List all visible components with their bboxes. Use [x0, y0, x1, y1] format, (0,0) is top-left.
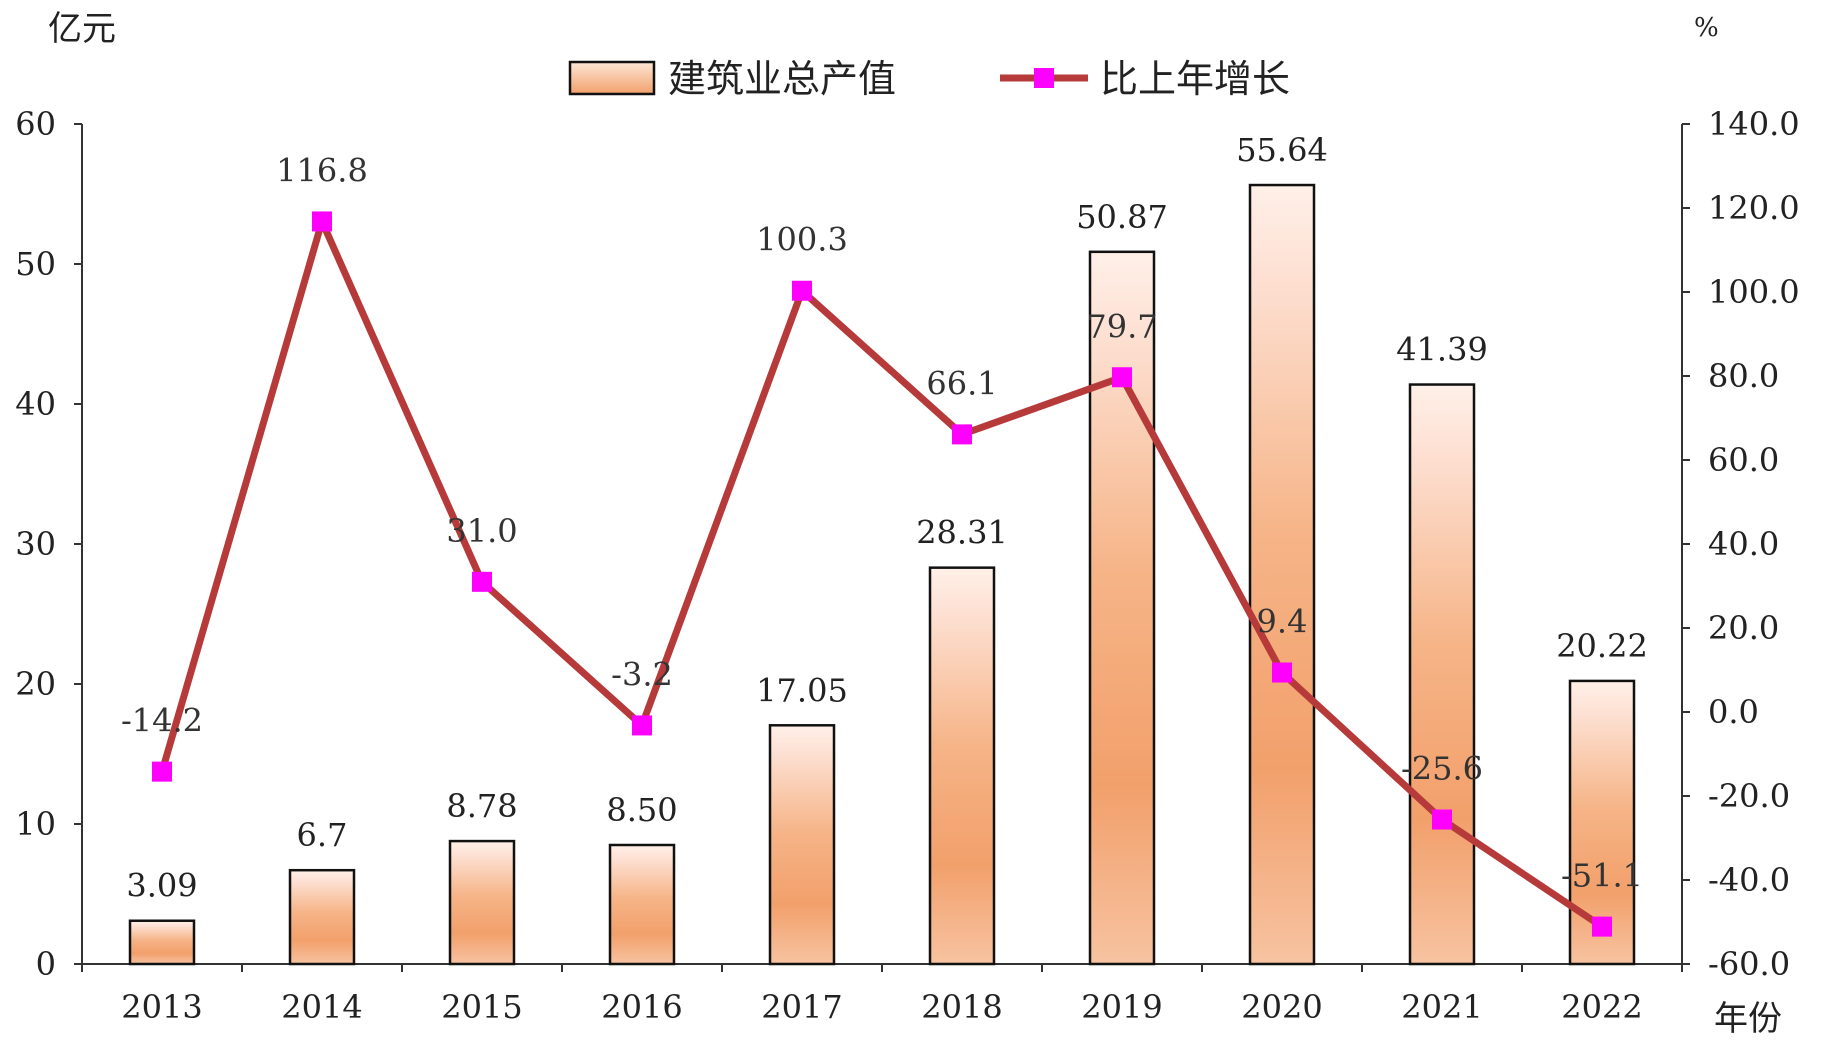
line-value-label: 116.8 [276, 151, 368, 189]
y-right-tick-label: 40.0 [1708, 525, 1779, 563]
y-left-tick-label: 50 [15, 245, 56, 283]
line-point-marker [952, 424, 972, 445]
line-value-label: 31.0 [446, 512, 517, 550]
x-tick-label: 2017 [761, 988, 842, 1026]
bar [1088, 250, 1156, 966]
line-value-label: -51.1 [1561, 857, 1643, 895]
y-left-tick-label: 60 [15, 105, 56, 143]
bar [608, 843, 676, 966]
line-value-label: 100.3 [756, 221, 848, 259]
y-left-tick-label: 10 [15, 805, 56, 843]
bar-value-label: 8.78 [446, 787, 517, 825]
bar-value-label: 55.64 [1236, 131, 1328, 169]
legend: 建筑业总产值 比上年增长 [568, 57, 1290, 101]
x-unit: 年份 [1714, 999, 1782, 1039]
bar [768, 724, 836, 966]
x-tick-label: 2022 [1561, 988, 1642, 1026]
bar-value-label: 17.05 [756, 671, 848, 709]
line-value-label: 66.1 [926, 364, 997, 402]
y-right-tick-label: -20.0 [1708, 777, 1790, 815]
line-value-label: -3.2 [611, 655, 673, 693]
line-point-marker [1432, 809, 1452, 830]
line-point-marker [632, 715, 652, 736]
y-left-tick-label: 0 [36, 945, 56, 983]
x-tick-label: 2013 [121, 988, 202, 1026]
legend-line-marker [1034, 68, 1054, 88]
x-tick-label: 2015 [441, 988, 522, 1026]
x-tick-label: 2014 [281, 988, 362, 1026]
y-right-unit: % [1694, 13, 1719, 43]
x-tick-label: 2016 [601, 988, 682, 1026]
y-right-tick-label: 80.0 [1708, 357, 1779, 395]
y-left-tick-label: 40 [15, 385, 56, 423]
line-point-marker [152, 761, 172, 782]
y-left-ticks: 0 10 20 30 40 50 60 [15, 105, 82, 983]
x-tick-label: 2020 [1241, 988, 1322, 1026]
y-right-tick-label: -40.0 [1708, 861, 1790, 899]
y-right-tick-label: 20.0 [1708, 609, 1779, 647]
line-value-label: 9.4 [1257, 603, 1308, 641]
line-point-marker [792, 280, 812, 301]
line-point-marker [1592, 916, 1612, 937]
bar [288, 868, 356, 966]
y-right-tick-label: 60.0 [1708, 441, 1779, 479]
bar-labels: 3.09 6.7 8.78 8.50 17.05 28.31 50.87 55.64 41.39… [126, 131, 1647, 905]
growth-line [158, 217, 1604, 930]
line-point-marker [1112, 367, 1132, 388]
x-ticks: 2013 2014 2015 2016 2017 2018 2019 2020 2021 2022 [81, 964, 1683, 1026]
y-left-unit: 亿元 [48, 9, 116, 49]
x-tick-label: 2018 [921, 988, 1002, 1026]
bar-value-label: 6.7 [297, 816, 348, 854]
y-right-ticks: -60.0 -40.0 -20.0 0.0 20.0 40.0 60.0 80.0 100.0 1… [1682, 105, 1800, 983]
legend-bar-label: 建筑业总产值 [668, 57, 896, 101]
y-right-tick-label: 120.0 [1708, 189, 1800, 227]
line-value-label: -25.6 [1401, 750, 1483, 788]
x-tick-label: 2019 [1081, 988, 1162, 1026]
line-value-label: -14.2 [121, 702, 203, 740]
y-left-tick-label: 20 [15, 665, 56, 703]
line-point-marker [1272, 662, 1292, 683]
bar [1248, 183, 1316, 966]
y-right-tick-label: -60.0 [1708, 945, 1790, 983]
bar-value-label: 50.87 [1076, 198, 1168, 236]
y-right-tick-label: 0.0 [1708, 693, 1759, 731]
line-series [152, 211, 1612, 937]
bar [128, 919, 196, 966]
line-labels: -14.2 116.8 31.0 -3.2 100.3 66.1 79.7 9.4 -25.6 -… [121, 151, 1643, 894]
line-point-marker [312, 211, 332, 232]
bar-value-label: 41.39 [1396, 331, 1488, 369]
bar-value-label: 8.50 [606, 791, 677, 829]
x-tick-label: 2021 [1401, 988, 1482, 1026]
bar [448, 839, 516, 966]
bar [1408, 383, 1476, 966]
y-left-tick-label: 30 [15, 525, 56, 563]
bar-value-label: 28.31 [916, 514, 1008, 552]
line-point-marker [472, 571, 492, 592]
y-right-tick-label: 140.0 [1708, 105, 1800, 143]
legend-bar-swatch [568, 60, 656, 96]
legend-line-label: 比上年增长 [1100, 57, 1290, 101]
y-right-tick-label: 100.0 [1708, 273, 1800, 311]
bar-value-label: 20.22 [1556, 627, 1648, 665]
bar-value-label: 3.09 [126, 867, 197, 905]
line-value-label: 79.7 [1086, 307, 1157, 345]
bar [928, 566, 996, 966]
